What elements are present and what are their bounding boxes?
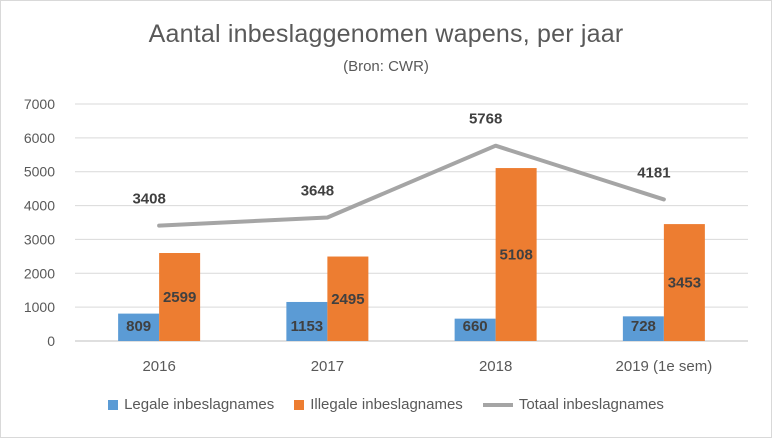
x-tick-label: 2017 [311, 358, 344, 375]
bar [622, 316, 664, 341]
legend-swatch-illegale [294, 399, 305, 410]
line-data-label: 5768 [469, 111, 502, 128]
y-tick-label: 3000 [24, 231, 55, 247]
bar-data-label: 809 [126, 318, 151, 335]
bar-data-label: 1153 [291, 318, 324, 335]
bar-data-label: 660 [463, 318, 488, 335]
chart-subtitle: (Bron: CWR) [343, 58, 429, 75]
bar [327, 256, 369, 341]
total-line [157, 143, 666, 228]
chart-title: Aantal inbeslaggenomen wapens, per jaar [148, 20, 624, 48]
x-tick-label: 2018 [479, 358, 512, 375]
y-tick-label: 5000 [24, 164, 55, 180]
legend-label-illegale: Illegale inbeslagnames [310, 396, 463, 413]
legend-swatch-totaal [482, 402, 513, 407]
x-tick-label: 2019 (1e sem) [616, 358, 713, 375]
y-tick-label: 2000 [24, 265, 55, 281]
bar [495, 168, 537, 341]
bar-data-label: 2599 [163, 289, 196, 306]
bar [286, 301, 328, 341]
bar [663, 224, 705, 341]
bar-data-label: 3453 [668, 275, 701, 292]
line-data-label: 4181 [637, 164, 670, 181]
bar [118, 313, 160, 341]
x-tick-label: 2016 [142, 358, 175, 375]
bar [159, 253, 201, 341]
y-tick-label: 4000 [24, 198, 55, 214]
y-tick-label: 7000 [24, 96, 55, 112]
bar-data-label: 728 [631, 318, 656, 335]
y-tick-label: 6000 [24, 130, 55, 146]
legend-item-legale: Legale inbeslagnames [108, 396, 274, 413]
legend-swatch-legale [108, 399, 119, 410]
legend-label-legale: Legale inbeslagnames [124, 396, 275, 413]
line-data-label: 3648 [301, 182, 334, 199]
bar-data-label: 5108 [499, 247, 532, 264]
line-data-label: 3408 [132, 191, 165, 208]
chart-legend: Legale inbeslagnames Illegale inbeslagna… [0, 396, 772, 413]
bar-data-label: 2495 [331, 291, 364, 308]
legend-item-totaal: Totaal inbeslagnames [482, 396, 664, 413]
bar [454, 318, 496, 341]
y-tick-label: 0 [47, 333, 55, 349]
legend-item-illegale: Illegale inbeslagnames [294, 396, 463, 413]
y-tick-label: 1000 [24, 299, 55, 315]
legend-label-totaal: Totaal inbeslagnames [518, 396, 664, 413]
